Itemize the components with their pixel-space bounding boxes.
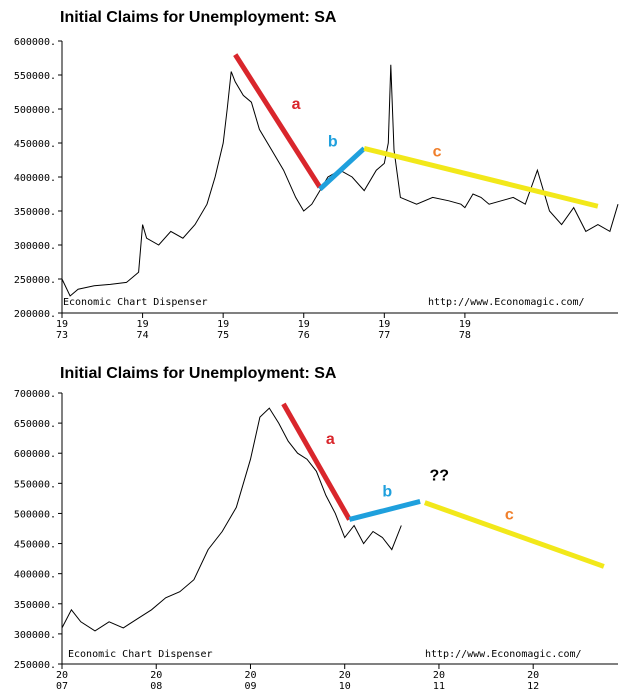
series-line xyxy=(61,64,619,297)
y-tick-label: 450000. xyxy=(14,540,56,551)
x-tick-label-bottom: 76 xyxy=(298,330,310,341)
x-tick-label-top: 19 xyxy=(378,319,390,330)
x-tick-label-bottom: 74 xyxy=(137,330,149,341)
x-tick-label-bottom: 07 xyxy=(56,681,68,692)
y-tick-label: 450000. xyxy=(14,139,56,150)
y-tick-label: 550000. xyxy=(14,71,56,82)
chart-credit-left: Economic Chart Dispenser xyxy=(68,649,213,660)
wave-label: c xyxy=(505,506,514,523)
x-tick-label-top: 19 xyxy=(217,319,229,330)
y-tick-label: 650000. xyxy=(14,419,56,430)
wave-label: a xyxy=(292,96,301,113)
x-tick-label-bottom: 12 xyxy=(527,681,539,692)
chart-credit-left: Economic Chart Dispenser xyxy=(63,297,208,308)
chart-top: Initial Claims for Unemployment: SA Econ… xyxy=(14,9,619,341)
chart-credit-right: http://www.Economagic.com/ xyxy=(425,649,582,660)
y-tick-label: 250000. xyxy=(14,660,56,671)
y-tick-label: 400000. xyxy=(14,570,56,581)
chart-title: Initial Claims for Unemployment: SA xyxy=(60,365,337,382)
wave-line-c xyxy=(423,500,605,569)
wave-label: a xyxy=(326,431,335,448)
x-tick-label-top: 19 xyxy=(298,319,310,330)
y-tick-label: 300000. xyxy=(14,241,56,252)
wave-label: c xyxy=(433,144,442,161)
y-tick-label: 350000. xyxy=(14,600,56,611)
x-tick-label-top: 19 xyxy=(459,319,471,330)
chart-title: Initial Claims for Unemployment: SA xyxy=(60,9,337,26)
x-tick-label-top: 20 xyxy=(527,670,539,681)
x-tick-label-top: 19 xyxy=(56,319,68,330)
x-tick-label-bottom: 11 xyxy=(433,681,445,692)
x-tick-label-bottom: 73 xyxy=(56,330,68,341)
wave-line-b xyxy=(318,146,366,192)
x-tick-label-bottom: 75 xyxy=(217,330,229,341)
y-tick-label: 500000. xyxy=(14,105,56,116)
y-tick-label: 600000. xyxy=(14,449,56,460)
wave-label: b xyxy=(382,484,392,501)
chart-credit-right: http://www.Economagic.com/ xyxy=(428,297,585,308)
wave-line-b xyxy=(348,498,421,522)
x-tick-label-bottom: 09 xyxy=(244,681,256,692)
x-tick-label-top: 19 xyxy=(137,319,149,330)
x-tick-label-bottom: 77 xyxy=(378,330,390,341)
x-tick-label-top: 20 xyxy=(56,670,68,681)
x-tick-label-top: 20 xyxy=(244,670,256,681)
x-tick-label-bottom: 08 xyxy=(150,681,162,692)
y-tick-label: 500000. xyxy=(14,509,56,520)
x-tick-label-bottom: 10 xyxy=(339,681,351,692)
y-tick-label: 400000. xyxy=(14,173,56,184)
y-tick-label: 350000. xyxy=(14,207,56,218)
x-tick-label-top: 20 xyxy=(433,670,445,681)
wave-label: ?? xyxy=(430,467,450,484)
wave-line-a xyxy=(281,402,352,521)
y-tick-label: 700000. xyxy=(14,389,56,400)
x-tick-label-top: 20 xyxy=(339,670,351,681)
y-tick-label: 600000. xyxy=(14,37,56,48)
y-tick-label: 300000. xyxy=(14,630,56,641)
series-line xyxy=(61,407,402,632)
y-tick-label: 250000. xyxy=(14,275,56,286)
wave-label: b xyxy=(328,133,338,150)
x-tick-label-bottom: 78 xyxy=(459,330,471,341)
wave-line-c xyxy=(363,146,599,209)
y-tick-label: 200000. xyxy=(14,309,56,320)
wave-line-a xyxy=(233,53,322,189)
x-tick-label-top: 20 xyxy=(150,670,162,681)
y-tick-label: 550000. xyxy=(14,479,56,490)
chart-bottom: Initial Claims for Unemployment: SA Econ… xyxy=(14,365,618,692)
